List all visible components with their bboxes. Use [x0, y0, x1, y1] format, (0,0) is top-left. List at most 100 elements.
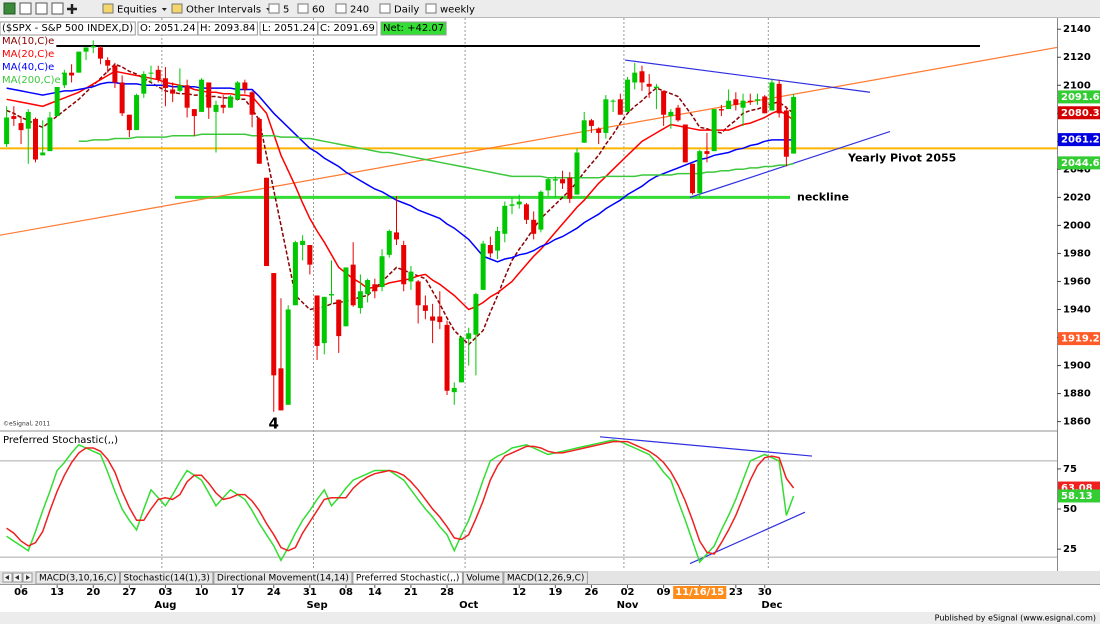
candle-body	[393, 232, 399, 240]
toolbar-item[interactable]: Other Intervals	[186, 5, 261, 16]
candle-body	[307, 245, 313, 265]
legend-entry-box	[0, 61, 57, 74]
candle-body	[386, 231, 392, 255]
value-marker-label: 58.13	[1061, 491, 1093, 502]
legend-entry: MA(200,C)e	[2, 75, 61, 86]
candle-body	[574, 152, 580, 195]
value-marker	[1058, 106, 1100, 120]
candle-body	[733, 99, 739, 105]
toolbar-icon[interactable]	[297, 3, 309, 14]
candle-body	[625, 79, 631, 112]
icon[interactable]	[51, 2, 64, 15]
publisher-note: Published by eSignal (www.esignal.com)	[935, 614, 1096, 623]
tab-box[interactable]	[503, 571, 588, 585]
tab-box[interactable]	[213, 571, 353, 585]
candle-body	[11, 116, 17, 119]
toolbar-icon[interactable]	[268, 3, 280, 14]
candle-body	[740, 100, 746, 108]
candle-body	[184, 85, 190, 108]
panel-title: Preferred Stochastic(,,)	[3, 435, 118, 446]
x-tick-label: 24	[267, 587, 281, 598]
toolbar-item[interactable]: 5	[283, 5, 289, 16]
candle-body	[155, 69, 161, 80]
series-line	[78, 133, 794, 179]
candle-body	[545, 179, 551, 191]
x-tick-label: 09	[657, 587, 671, 598]
candle-body	[509, 204, 515, 206]
toolbar-icon[interactable]	[425, 3, 437, 14]
tab-box[interactable]	[462, 571, 504, 585]
y-tick-label: 1860	[1063, 417, 1091, 428]
header-close: C: 2091.69	[320, 23, 375, 34]
x-tick-label: 03	[158, 587, 172, 598]
toolbar-icon[interactable]	[171, 3, 183, 14]
toolbar-icon[interactable]	[102, 3, 114, 14]
candle-body	[567, 177, 573, 199]
toolbar-item[interactable]: 60	[312, 5, 325, 16]
tab[interactable]: MACD(12,26,9,C)	[507, 574, 585, 584]
y-tick-label: 2040	[1063, 164, 1091, 175]
candle-body	[502, 205, 508, 234]
candle-body	[357, 291, 363, 309]
candle-body	[531, 219, 537, 234]
candle-body	[206, 82, 212, 108]
tab[interactable]: Stochastic(14(1),3)	[124, 574, 210, 584]
trend-line	[689, 511, 806, 565]
series-line	[6, 70, 795, 311]
tab[interactable]: Directional Movement(14,14)	[217, 574, 349, 584]
y-tick-label: 2020	[1063, 192, 1091, 203]
candle-body	[61, 72, 67, 86]
candle-body	[300, 240, 306, 246]
toolbar-item[interactable]: weekly	[440, 5, 475, 16]
tab[interactable]: Preferred Stochastic(,,)	[356, 574, 460, 584]
tab[interactable]: MACD(3,10,16,C)	[39, 574, 117, 584]
candle-body	[437, 316, 443, 323]
toolbar-icon[interactable]	[379, 3, 391, 14]
tab-box[interactable]	[35, 571, 120, 585]
candle-body	[776, 83, 782, 114]
month-label: Dec	[761, 600, 782, 611]
toolbar-item[interactable]: 240	[350, 5, 369, 16]
trend-line	[599, 436, 813, 457]
icon[interactable]	[35, 2, 48, 15]
month-label: Sep	[306, 600, 327, 611]
candle-body	[538, 191, 544, 230]
legend-entry: MA(20,C)e	[2, 49, 54, 60]
tab-box[interactable]	[120, 571, 214, 585]
candle-body	[516, 201, 522, 205]
toolbar-item[interactable]: Equities	[117, 5, 157, 16]
candle-body	[430, 316, 436, 321]
candle-body	[350, 264, 356, 306]
panel-divider	[0, 430, 1057, 432]
candle-body	[610, 100, 616, 102]
value-marker-label: 63.08	[1061, 483, 1093, 494]
tab-box[interactable]	[352, 571, 463, 585]
candle-body	[97, 47, 103, 59]
toolbar-item[interactable]: Daily	[394, 5, 419, 16]
value-marker-label: 2044.62	[1061, 158, 1100, 169]
candle-body	[148, 72, 154, 74]
candle-body	[90, 46, 96, 48]
x-tick-label: 17	[231, 587, 245, 598]
icon[interactable]	[3, 2, 16, 15]
candle-body	[119, 82, 125, 114]
toolbar-icon[interactable]	[335, 3, 347, 14]
value-marker	[1058, 489, 1100, 503]
icon[interactable]	[67, 4, 77, 14]
annotation: 4	[269, 415, 279, 433]
candle-body	[711, 109, 717, 152]
candle-body	[718, 109, 724, 111]
tab[interactable]: Volume	[466, 574, 500, 584]
arrow	[26, 575, 30, 580]
candle-body	[783, 110, 789, 157]
header-low-box	[259, 21, 318, 36]
series-line	[6, 63, 795, 346]
legend-entry: MA(10,C)e	[2, 36, 54, 47]
icon[interactable]	[19, 2, 32, 15]
candle-body	[264, 177, 270, 267]
value-marker	[1058, 332, 1100, 346]
x-tick-label: 12	[512, 587, 526, 598]
candle-body	[379, 256, 385, 288]
y-tick-label: 1960	[1063, 276, 1091, 287]
